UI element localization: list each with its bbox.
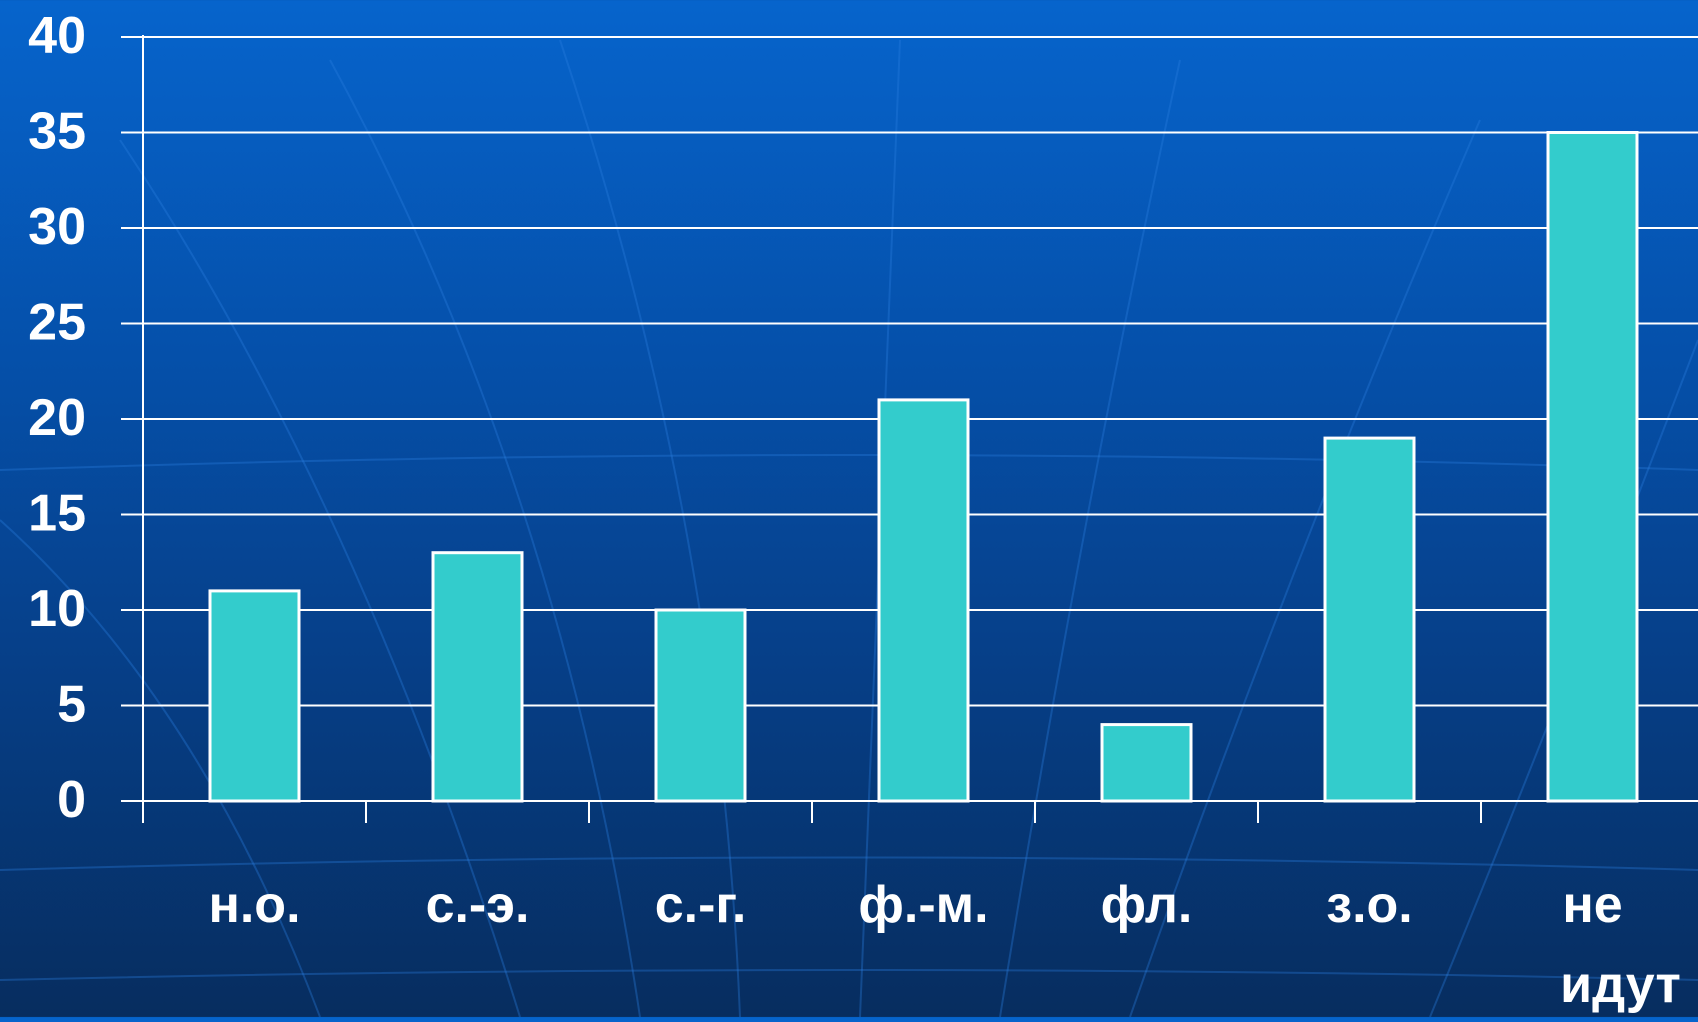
globe-line-3 [559, 39, 741, 1018]
bar-1 [431, 551, 524, 803]
x-tick-label: з.о. [1326, 876, 1413, 934]
x-tick-label: не идут [1560, 876, 1681, 1014]
y-tick-label: 35 [28, 103, 86, 161]
y-tick-label: 25 [28, 294, 86, 352]
x-tick-label: фл. [1101, 876, 1193, 934]
globe-line-0 [0, 519, 321, 1018]
bar-2 [654, 608, 747, 803]
x-tick-label: н.о. [208, 876, 300, 934]
bar-6 [1546, 131, 1639, 803]
x-tick-label: ф.-м. [858, 876, 988, 934]
y-tick-label: 10 [28, 580, 86, 638]
x-tick-labels: н.о. с.-э. с.-г. ф.-м. фл. з.о. не идут [208, 876, 1680, 1014]
background-globe-lines [0, 39, 1698, 1018]
globe-line-9 [0, 856, 1698, 871]
x-tick-label: с.-э. [426, 876, 530, 934]
bars [208, 131, 1639, 803]
globe-line-10 [0, 969, 1698, 981]
bar-0 [208, 589, 301, 803]
y-tick-label: 40 [28, 7, 86, 65]
y-tick-label: 30 [28, 198, 86, 256]
globe-line-1 [119, 139, 521, 1018]
bar-5 [1323, 436, 1416, 803]
x-tick-label: с.-г. [655, 876, 747, 934]
bar-3 [877, 398, 970, 803]
y-tick-label: 15 [28, 485, 86, 543]
y-tick-label: 5 [57, 676, 86, 734]
globe-line-6 [1129, 119, 1481, 1018]
globe-line-2 [329, 59, 641, 1018]
axes [142, 35, 1482, 823]
y-tick-labels: 0 5 10 15 20 25 30 35 40 [28, 7, 86, 829]
y-tick-label: 0 [57, 771, 86, 829]
bar-4 [1100, 723, 1193, 803]
globe-line-5 [999, 59, 1181, 1018]
globe-line-8 [0, 454, 1698, 471]
y-tick-label: 20 [28, 389, 86, 447]
